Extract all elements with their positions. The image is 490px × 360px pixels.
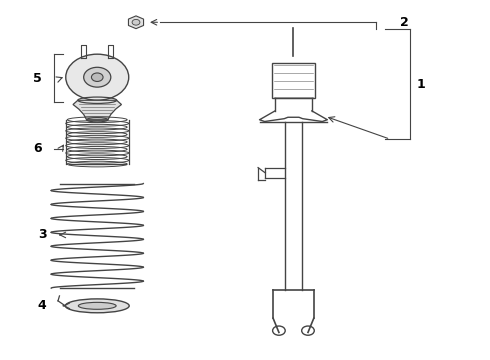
Text: 6: 6 [33,143,42,156]
Ellipse shape [78,302,116,309]
Text: 5: 5 [33,72,42,85]
Circle shape [66,54,129,100]
Circle shape [132,19,140,25]
Text: 3: 3 [38,229,47,242]
Polygon shape [128,16,144,29]
Circle shape [84,67,111,87]
Text: 4: 4 [38,299,47,312]
Polygon shape [73,100,122,120]
Text: 1: 1 [417,78,426,91]
Ellipse shape [65,299,129,313]
Circle shape [92,73,103,81]
Text: 2: 2 [400,16,409,29]
